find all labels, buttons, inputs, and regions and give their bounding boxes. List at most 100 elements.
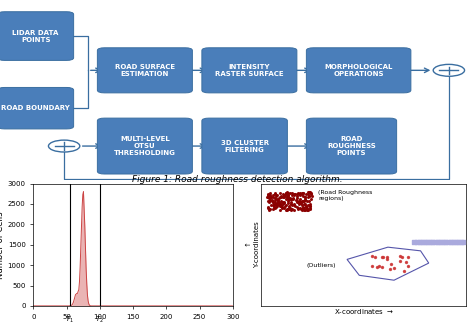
Y-axis label: $\uparrow$
Y-coordinates: $\uparrow$ Y-coordinates [243, 221, 260, 268]
Point [278, 206, 286, 211]
Point [276, 207, 284, 212]
Point [291, 207, 298, 212]
Point [278, 203, 285, 208]
Point [296, 201, 304, 206]
Y-axis label: Number of Cells: Number of Cells [0, 211, 5, 279]
Point [303, 198, 311, 204]
Point [306, 204, 314, 209]
Point [437, 240, 444, 245]
Point [397, 254, 404, 259]
Point [281, 200, 288, 205]
Point [278, 198, 285, 204]
Point [299, 198, 306, 204]
Point [302, 208, 309, 213]
Point [297, 199, 304, 204]
Point [439, 240, 446, 245]
Point [266, 191, 274, 196]
Point [276, 202, 284, 207]
Point [447, 240, 455, 245]
Point [291, 202, 298, 207]
Point [307, 192, 314, 197]
Point [291, 204, 299, 209]
Point [298, 207, 306, 212]
Point [276, 201, 284, 206]
Point [296, 193, 304, 198]
Point [302, 202, 309, 207]
Point [277, 194, 285, 199]
Point [285, 196, 293, 201]
FancyBboxPatch shape [0, 12, 74, 61]
Point [307, 191, 315, 196]
Point [287, 206, 295, 211]
Point [418, 240, 426, 245]
Text: ROAD
ROUGHNESS
POINTS: ROAD ROUGHNESS POINTS [327, 136, 376, 156]
Point [404, 254, 411, 260]
Point [285, 201, 292, 206]
Point [301, 197, 309, 202]
Point [294, 199, 302, 204]
Point [266, 207, 274, 212]
Point [368, 254, 376, 259]
Point [301, 196, 308, 202]
Point [284, 195, 292, 200]
Point [288, 203, 295, 208]
Point [269, 203, 277, 208]
Point [293, 192, 301, 197]
Point [307, 197, 315, 202]
Point [286, 205, 294, 210]
Point [279, 191, 286, 196]
Point [421, 240, 428, 245]
Point [298, 203, 306, 208]
Point [431, 240, 439, 245]
Point [410, 240, 418, 245]
Point [304, 194, 312, 199]
Point [373, 265, 380, 270]
Text: (Road Roughness
regions): (Road Roughness regions) [318, 190, 373, 201]
Point [266, 198, 274, 203]
Point [269, 199, 276, 204]
Point [282, 190, 290, 195]
Point [288, 192, 295, 197]
Point [305, 190, 313, 195]
Point [297, 200, 304, 205]
Point [424, 240, 431, 245]
Point [457, 240, 465, 245]
Point [273, 196, 280, 202]
Point [283, 197, 290, 202]
Point [298, 192, 305, 197]
Point [275, 199, 282, 204]
Point [299, 207, 306, 212]
Point [301, 194, 308, 200]
Point [279, 200, 287, 205]
Point [303, 203, 310, 208]
Point [272, 198, 279, 203]
Point [271, 199, 278, 204]
Point [296, 191, 304, 196]
Point [387, 267, 394, 272]
Point [290, 192, 298, 197]
Point [274, 204, 281, 209]
Point [276, 201, 284, 206]
Point [276, 196, 283, 201]
Point [277, 194, 285, 200]
Point [286, 195, 294, 201]
Text: $T_1$: $T_1$ [66, 315, 74, 322]
FancyBboxPatch shape [0, 88, 74, 129]
Text: LIDAR DATA
POINTS: LIDAR DATA POINTS [12, 30, 59, 43]
Point [274, 201, 282, 206]
Point [284, 198, 291, 203]
Point [308, 193, 316, 198]
Point [305, 194, 313, 199]
Point [305, 198, 313, 203]
Point [285, 193, 292, 198]
Point [304, 207, 312, 212]
Point [296, 206, 304, 211]
Point [282, 191, 290, 196]
Point [301, 195, 308, 200]
Point [280, 200, 287, 205]
Point [306, 206, 314, 211]
Point [429, 240, 437, 245]
Point [294, 190, 302, 195]
Point [371, 255, 379, 260]
Point [266, 193, 274, 198]
